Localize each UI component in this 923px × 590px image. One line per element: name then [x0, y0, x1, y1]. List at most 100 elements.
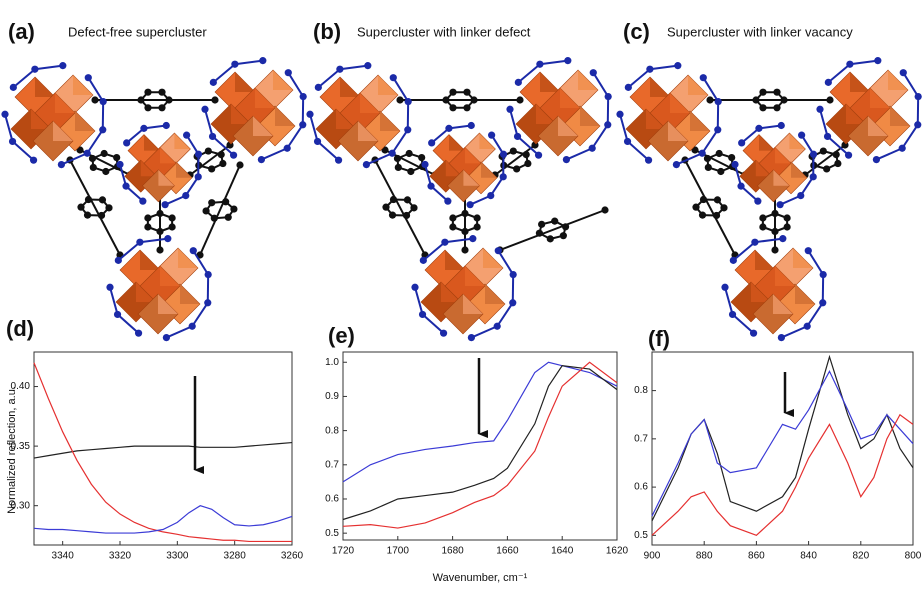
x-tick-label: 3340	[52, 551, 75, 562]
atom	[404, 196, 411, 203]
atom	[85, 196, 92, 203]
atom	[563, 156, 570, 163]
atom	[625, 84, 632, 91]
atom	[201, 106, 208, 113]
atom	[163, 122, 170, 129]
atom	[779, 235, 786, 242]
polyhedron-face	[340, 77, 360, 97]
plot-frame	[652, 352, 913, 545]
bond	[500, 210, 605, 250]
chart: 1720170016801660164016200.50.60.70.80.91…	[325, 323, 628, 584]
charts: 334033203300328032600.300.350.40(d)Norma…	[6, 316, 922, 584]
atom	[714, 196, 721, 203]
atom	[755, 125, 762, 132]
atom	[230, 205, 237, 212]
atom	[714, 126, 721, 133]
polyhedron-face	[180, 284, 200, 304]
panel-title: Defect-free supercluster	[68, 24, 207, 39]
atom	[211, 215, 218, 222]
atom	[205, 271, 212, 278]
y-tick-label: 0.6	[325, 494, 339, 505]
atom	[306, 111, 313, 118]
bond	[820, 109, 828, 136]
x-tick-label: 3260	[281, 551, 304, 562]
atom	[777, 201, 784, 208]
atom	[449, 223, 456, 230]
x-tick-label: 1660	[496, 546, 519, 557]
bond	[261, 148, 287, 159]
y-tick-label: 0.7	[325, 459, 339, 470]
atom	[461, 210, 468, 217]
polyhedron-face	[580, 106, 600, 126]
atom	[463, 104, 470, 111]
atom	[202, 207, 209, 214]
atom	[834, 160, 841, 167]
atom	[494, 323, 501, 330]
bond	[471, 326, 497, 337]
bond	[566, 148, 592, 159]
polyhedron-face	[445, 250, 465, 270]
atom	[449, 89, 456, 96]
atom	[754, 198, 761, 205]
y-tick-label: 0.5	[325, 528, 339, 539]
x-tick-label: 3280	[224, 551, 247, 562]
plot-frame	[34, 352, 292, 545]
atom	[700, 196, 707, 203]
atom	[717, 168, 724, 175]
atom	[514, 133, 521, 140]
atom	[914, 121, 921, 128]
atom	[405, 98, 412, 105]
atom	[467, 201, 474, 208]
atom	[645, 157, 652, 164]
atom	[873, 156, 880, 163]
atom	[461, 228, 468, 235]
atom	[463, 89, 470, 96]
atom	[778, 122, 785, 129]
structure	[1, 57, 306, 341]
line-series	[652, 371, 913, 516]
polyhedron-face	[140, 250, 160, 270]
atom	[674, 62, 681, 69]
polyhedron-face	[75, 111, 95, 131]
atom	[846, 61, 853, 68]
polyhedron-face	[485, 284, 505, 304]
atom	[470, 96, 477, 103]
bond	[288, 73, 303, 97]
atom	[116, 161, 123, 168]
atom	[183, 132, 190, 139]
atom	[222, 198, 229, 205]
atom	[646, 66, 653, 73]
atom	[784, 214, 791, 221]
atom	[205, 147, 212, 154]
bond	[340, 66, 368, 70]
atom	[771, 210, 778, 217]
bond	[725, 287, 733, 314]
x-tick-label: 880	[696, 551, 713, 562]
panel-label: (f)	[648, 326, 670, 351]
atom	[99, 126, 106, 133]
polyhedron-face	[449, 135, 465, 151]
atom	[730, 257, 737, 264]
atom	[713, 212, 720, 219]
atom	[780, 96, 787, 103]
atom	[773, 89, 780, 96]
atom	[137, 96, 144, 103]
x-tick-label: 3320	[109, 551, 132, 562]
atom	[90, 164, 97, 171]
x-tick-label: 1700	[387, 546, 410, 557]
atom	[106, 284, 113, 291]
bond	[755, 239, 783, 243]
polyhedron-face	[755, 250, 775, 270]
atom	[211, 96, 218, 103]
x-tick-label: 800	[905, 551, 922, 562]
atom	[335, 157, 342, 164]
atom	[487, 192, 494, 199]
atom	[421, 161, 428, 168]
x-tick-label: 1620	[606, 546, 629, 557]
atom	[510, 271, 517, 278]
atom	[469, 235, 476, 242]
atom	[449, 104, 456, 111]
atom	[406, 150, 413, 157]
bond	[876, 148, 902, 159]
bond	[498, 251, 513, 275]
